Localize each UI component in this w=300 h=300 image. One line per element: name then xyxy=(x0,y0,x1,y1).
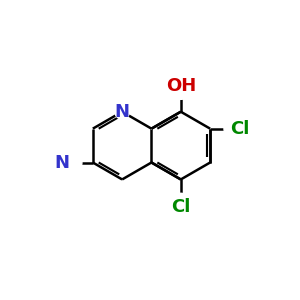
Circle shape xyxy=(61,152,82,173)
Text: N: N xyxy=(55,154,70,172)
Text: N: N xyxy=(115,103,130,121)
Circle shape xyxy=(172,82,190,99)
Circle shape xyxy=(224,121,239,136)
Text: Cl: Cl xyxy=(171,197,190,215)
Text: Cl: Cl xyxy=(230,120,250,138)
Text: OH: OH xyxy=(166,77,196,95)
Circle shape xyxy=(115,104,130,119)
Circle shape xyxy=(173,193,188,208)
